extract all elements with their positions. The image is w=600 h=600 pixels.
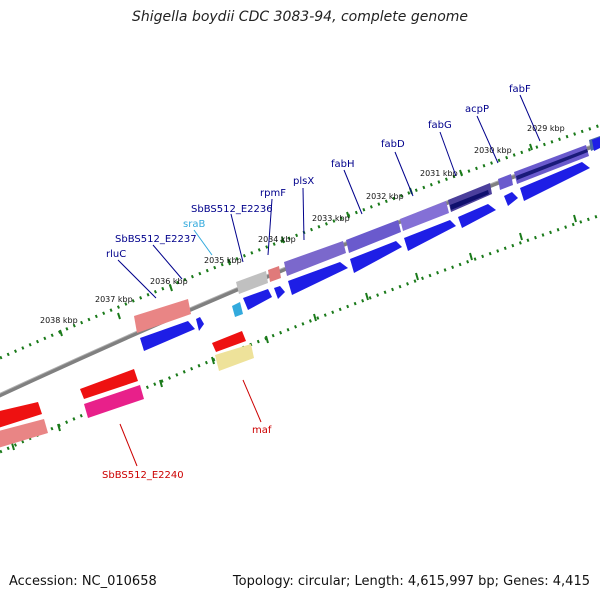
- forward-cog-bars: [284, 136, 600, 276]
- outer-major-ticks: [59, 143, 533, 337]
- tick-label: 2036 kbp: [150, 277, 188, 286]
- gene-feature: [0, 419, 48, 448]
- gene-label-SbBS512_E2236: SbBS512_E2236: [191, 204, 273, 215]
- rrna-feature: [268, 266, 281, 282]
- genome-summary-text: Topology: circular; Length: 4,615,997 bp…: [232, 574, 590, 589]
- tick-label: 2035 kbp: [204, 256, 242, 265]
- gene-feature: [0, 402, 42, 428]
- gene-label-SbBS512_E2240: SbBS512_E2240: [102, 470, 184, 481]
- cds-arrow: [243, 289, 272, 310]
- cds-arrow: [288, 262, 348, 295]
- trna-feature: [232, 302, 243, 317]
- outer-dotted-ring: [0, 123, 600, 360]
- gene-label-fabH: fabH: [331, 159, 355, 170]
- cog-bar: [284, 241, 346, 276]
- gene-label-fabG: fabG: [428, 120, 452, 131]
- forward-cds-arrows: [140, 137, 600, 351]
- gene-label-fabD: fabD: [381, 139, 405, 150]
- cds-arrow: [404, 220, 456, 251]
- tick-label: 2034 kbp: [258, 235, 296, 244]
- tick-label: 2029 kbp: [527, 124, 565, 133]
- gene-label-maf: maf: [252, 425, 272, 436]
- gene-feature: [215, 344, 254, 371]
- cog-bar: [450, 190, 489, 210]
- gene-feature: [84, 385, 144, 418]
- gene-label-acpP: acpP: [465, 104, 489, 115]
- cog-bar: [346, 220, 401, 253]
- cds-arrow: [592, 137, 600, 151]
- cds-arrow: [520, 162, 590, 201]
- cog-bar: [516, 149, 588, 180]
- cds-arrow: [458, 204, 496, 228]
- rrna-feature: [236, 271, 268, 294]
- gene-label-rpmF: rpmF: [260, 188, 286, 199]
- tick-label: 2038 kbp: [40, 316, 78, 325]
- gene-label-plsX: plsX: [293, 176, 314, 187]
- gene-feature: [212, 331, 246, 352]
- gene-label-rluC: rluC: [106, 249, 126, 260]
- cds-arrow: [274, 286, 285, 299]
- gene-label-sraB: sraB: [183, 219, 205, 230]
- gene-label-fabF: fabF: [509, 84, 531, 95]
- gene-feature: [80, 369, 138, 399]
- tick-label: 2033 kbp: [312, 214, 350, 223]
- tick-labels: 2029 kbp 2030 kbp 2031 kbp 2032 kbp 2033…: [40, 124, 565, 325]
- gene-label-SbBS512_E2237: SbBS512_E2237: [115, 234, 197, 245]
- cds-arrow: [350, 241, 402, 273]
- tick-label: 2031 kbp: [420, 169, 458, 178]
- gene-labels: fabF acpP fabG fabD fabH plsX rpmF SbBS5…: [102, 84, 531, 481]
- cds-arrow: [504, 192, 518, 206]
- cog-bar: [498, 174, 513, 190]
- accession-text: Accession: NC_010658: [9, 574, 157, 589]
- gene-feature: [134, 299, 191, 333]
- map-title: Shigella boydii CDC 3083-94, complete ge…: [131, 9, 469, 25]
- label-leaders: [117, 94, 541, 467]
- reverse-features: [0, 331, 254, 448]
- cog-bar: [400, 201, 449, 231]
- inner-dotted-ring: [0, 213, 600, 454]
- tick-label: 2032 kbp: [366, 192, 404, 201]
- tick-label: 2037 kbp: [95, 295, 133, 304]
- cds-arrow: [196, 317, 204, 331]
- cds-arrow: [140, 321, 195, 351]
